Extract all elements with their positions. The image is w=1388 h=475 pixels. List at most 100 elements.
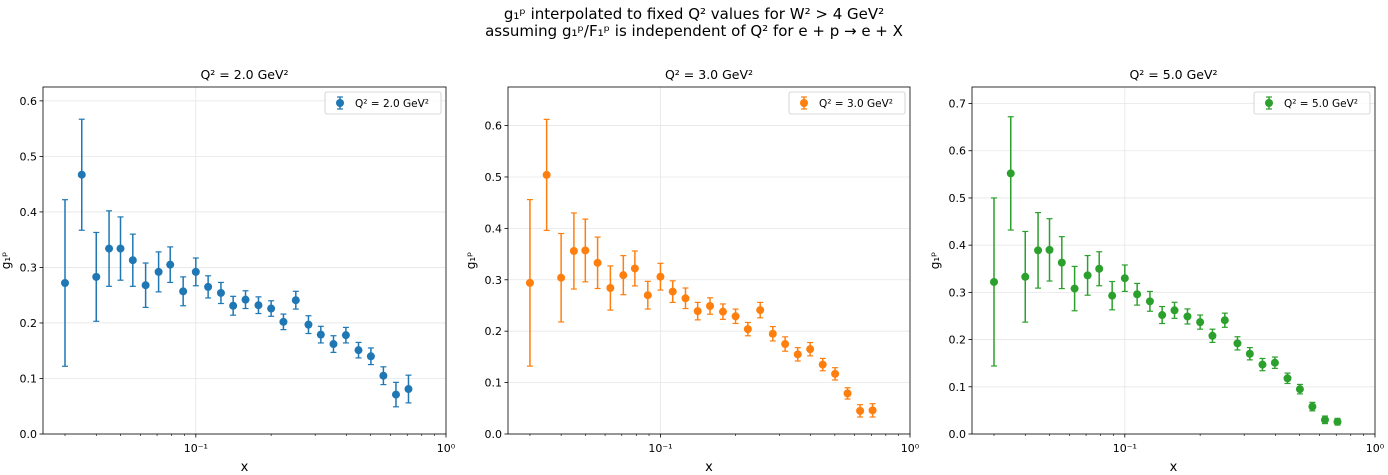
data-point xyxy=(116,244,125,253)
data-point xyxy=(1057,258,1066,267)
legend-box xyxy=(324,91,442,115)
x-tick-label: 10⁰ xyxy=(437,442,456,455)
data-point xyxy=(630,264,639,273)
data-point xyxy=(1208,331,1217,340)
data-point xyxy=(1245,349,1254,358)
panel-title: Q² = 2.0 GeV² xyxy=(200,67,288,82)
data-point xyxy=(1034,246,1043,255)
data-point xyxy=(569,246,578,255)
y-axis-label: g₁ᵖ xyxy=(0,252,13,270)
legend-box xyxy=(788,91,906,115)
data-point xyxy=(304,320,313,329)
y-axis-label: g₁ᵖ xyxy=(464,252,478,270)
data-point xyxy=(868,406,877,415)
data-point xyxy=(743,325,752,334)
data-point xyxy=(141,281,150,290)
data-point xyxy=(204,282,213,291)
data-point xyxy=(781,340,790,349)
data-point xyxy=(1333,417,1342,426)
data-point xyxy=(681,294,690,303)
data-point xyxy=(1108,291,1117,300)
panel-1: 10⁻¹ 10⁰ 0.0 0.1 0.2 0.3 0.4 0.5 0.6 Q² = 2.0 GeV… xyxy=(0,67,456,475)
y-tick-label: 0.0 xyxy=(485,428,503,441)
data-point xyxy=(316,330,325,339)
y-tick-label: 0.6 xyxy=(949,145,967,158)
legend-label: Q² = 2.0 GeV² xyxy=(355,98,429,110)
data-point xyxy=(656,272,665,281)
x-tick-label: 10⁻¹ xyxy=(1113,442,1137,455)
legend-label: Q² = 5.0 GeV² xyxy=(1284,98,1358,110)
data-point xyxy=(856,406,865,415)
data-point xyxy=(267,304,276,313)
y-tick-label: 0.1 xyxy=(949,381,967,394)
data-point xyxy=(191,267,200,276)
data-point xyxy=(1270,358,1279,367)
data-point xyxy=(341,331,350,340)
y-tick-label: 0.6 xyxy=(20,95,38,108)
data-point xyxy=(668,287,677,296)
panel-title: Q² = 5.0 GeV² xyxy=(1129,67,1217,82)
data-point xyxy=(254,301,263,310)
data-point xyxy=(1021,272,1030,281)
data-point xyxy=(1283,374,1292,383)
y-tick-label: 0.3 xyxy=(20,261,38,274)
data-point xyxy=(542,170,551,179)
data-point xyxy=(1083,271,1092,280)
data-point xyxy=(1233,339,1242,348)
panel-title: Q² = 3.0 GeV² xyxy=(665,67,753,82)
y-tick-label: 0.5 xyxy=(949,192,967,205)
legend: Q² = 3.0 GeV² xyxy=(788,91,906,115)
data-point xyxy=(354,346,363,355)
figure-suptitle-line-1: g₁ᵖ interpolated to fixed Q² values for … xyxy=(503,5,885,23)
data-point xyxy=(1320,415,1329,424)
data-point xyxy=(1070,284,1079,293)
figure-suptitle-line-2: assuming g₁ᵖ/F₁ᵖ is independent of Q² fo… xyxy=(485,22,903,40)
data-point xyxy=(329,340,338,349)
legend-label: Q² = 3.0 GeV² xyxy=(819,98,893,110)
data-point xyxy=(291,296,300,305)
y-tick-label: 0.1 xyxy=(485,377,503,390)
y-tick-label: 0.0 xyxy=(20,428,38,441)
y-tick-label: 0.5 xyxy=(485,171,503,184)
data-point xyxy=(693,307,702,316)
data-point xyxy=(525,278,534,287)
data-point xyxy=(806,345,815,354)
data-point xyxy=(1308,402,1317,411)
data-point xyxy=(1183,312,1192,321)
data-point xyxy=(843,389,852,398)
data-point xyxy=(92,272,101,281)
y-tick-label: 0.4 xyxy=(485,222,503,235)
x-tick-label: 10⁰ xyxy=(1366,442,1385,455)
data-point xyxy=(391,390,400,399)
x-axis-label: x xyxy=(1170,460,1178,475)
data-point xyxy=(128,256,137,265)
data-point xyxy=(216,288,225,297)
data-point xyxy=(241,295,250,304)
data-point xyxy=(1258,360,1267,369)
y-tick-label: 0.3 xyxy=(949,286,967,299)
y-tick-label: 0.1 xyxy=(20,372,38,385)
data-point xyxy=(831,369,840,378)
data-point xyxy=(1133,290,1142,299)
data-point xyxy=(61,278,70,287)
x-axis-label: x xyxy=(705,460,713,475)
y-tick-label: 0.6 xyxy=(485,120,503,133)
legend-marker xyxy=(1265,99,1273,107)
legend-marker xyxy=(800,99,808,107)
x-tick-label: 10⁰ xyxy=(901,442,920,455)
legend: Q² = 5.0 GeV² xyxy=(1253,91,1371,115)
data-point xyxy=(229,301,238,310)
y-tick-label: 0.4 xyxy=(949,239,967,252)
y-tick-label: 0.2 xyxy=(20,317,38,330)
data-point xyxy=(1158,311,1167,320)
data-point xyxy=(1045,245,1054,254)
data-point xyxy=(557,273,566,282)
data-point xyxy=(1196,318,1205,327)
data-point xyxy=(643,291,652,300)
x-tick-label: 10⁻¹ xyxy=(648,442,672,455)
x-tick-label: 10⁻¹ xyxy=(184,442,208,455)
data-point xyxy=(154,267,163,276)
data-point xyxy=(1095,264,1104,273)
data-point xyxy=(379,371,388,380)
panel-2: 10⁻¹ 10⁰ 0.0 0.1 0.2 0.3 0.4 0.5 0.6 Q² = 3.0 GeV… xyxy=(464,67,920,475)
